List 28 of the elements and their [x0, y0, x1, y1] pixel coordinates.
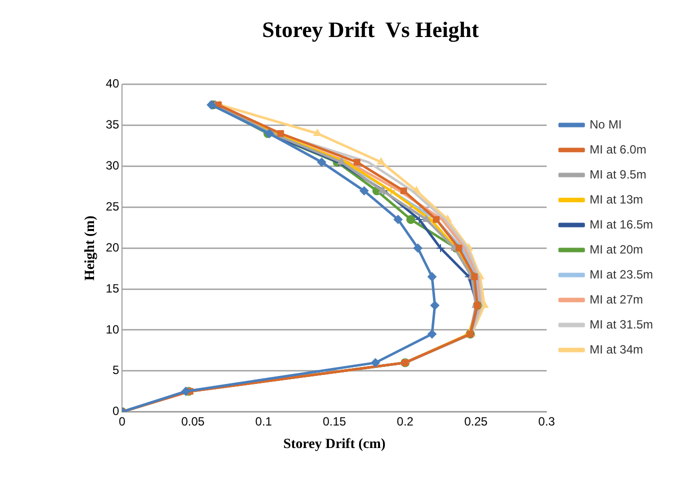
x-axis-title: Storey Drift (cm) — [283, 437, 386, 452]
y-tick-label: 5 — [112, 363, 120, 378]
legend-label: MI at 34m — [590, 342, 643, 356]
y-tick-label: 15 — [106, 281, 120, 296]
y-axis-title: Height (m) — [83, 215, 98, 281]
x-tick-label: 0.05 — [181, 414, 205, 428]
legend-label: MI at 31.5m — [590, 317, 654, 332]
legend-label: MI at 9.5m — [590, 167, 646, 182]
legend-label: MI at 16.5m — [590, 217, 654, 232]
x-tick-label: 0.1 — [255, 414, 272, 428]
y-tick-label: 0 — [112, 404, 120, 418]
legend-label: MI at 13m — [590, 192, 643, 206]
y-tick-label: 30 — [106, 158, 120, 173]
x-tick-label: 0.2 — [396, 414, 414, 428]
y-tick-label: 25 — [106, 199, 120, 214]
y-tick-label: 20 — [106, 240, 120, 254]
legend-label: MI at 6.0m — [590, 142, 646, 156]
y-tick-label: 35 — [106, 118, 120, 132]
chart-title: Storey Drift Vs Height — [262, 16, 480, 42]
legend-label: MI at 23.5m — [590, 267, 654, 282]
x-tick-label: 0.25 — [464, 414, 488, 428]
legend-label: No MI — [590, 117, 622, 132]
x-tick-label: 0.3 — [538, 414, 556, 428]
legend-label: MI at 27m — [590, 292, 643, 306]
legend-label: MI at 20m — [590, 242, 643, 256]
y-tick-label: 40 — [106, 76, 120, 91]
y-tick-label: 10 — [106, 322, 120, 336]
x-tick-label: 0.15 — [322, 414, 346, 428]
